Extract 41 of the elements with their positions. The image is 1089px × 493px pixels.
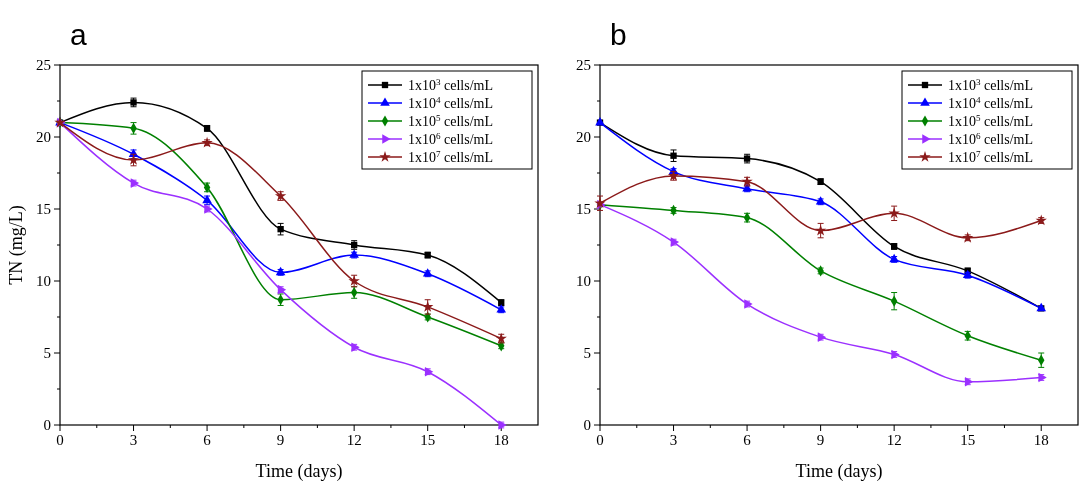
legend-label: 1x10$^{4}$ cells/mL [408, 95, 494, 111]
x-tick-label: 12 [886, 432, 902, 448]
legend-label: 1x10$^{4}$ cells/mL [948, 95, 1034, 111]
legend-label: 1x10$^{6}$ cells/mL [948, 131, 1034, 147]
x-tick-label: 3 [129, 432, 138, 448]
legend-label: 1x10$^{5}$ cells/mL [948, 113, 1034, 129]
x-tick-label: 0 [56, 432, 64, 448]
legend-label: 1x10$^{5}$ cells/mL [408, 113, 494, 129]
x-tick-label: 12 [346, 432, 362, 448]
y-tick-label: 20 [576, 129, 591, 145]
x-tick-label: 15 [960, 432, 976, 448]
y-axis-title: TN (mg/L) [6, 205, 27, 285]
x-tick-label: 9 [276, 432, 285, 448]
x-tick-label: 3 [669, 432, 678, 448]
x-tick-label: 15 [420, 432, 436, 448]
y-tick-label: 0 [583, 417, 591, 433]
y-tick-label: 25 [36, 57, 51, 73]
chart-title: a [70, 18, 87, 51]
chart-title: b [610, 18, 627, 51]
legend-label: 1x10$^{3}$ cells/mL [948, 77, 1034, 93]
x-tick-label: 18 [1033, 432, 1049, 448]
legend-label: 1x10$^{3}$ cells/mL [408, 77, 494, 93]
y-tick-label: 25 [576, 57, 591, 73]
y-tick-label: 10 [36, 273, 51, 289]
y-tick-label: 5 [43, 345, 51, 361]
legend-label: 1x10$^{6}$ cells/mL [408, 131, 494, 147]
x-tick-label: 9 [816, 432, 825, 448]
y-tick-label: 10 [576, 273, 591, 289]
x-axis-title: Time (days) [255, 461, 343, 482]
x-axis-title: Time (days) [795, 461, 883, 482]
y-tick-label: 0 [43, 417, 51, 433]
y-tick-label: 15 [576, 201, 591, 217]
legend-label: 1x10$^{7}$ cells/mL [948, 149, 1034, 165]
y-tick-label: 20 [36, 129, 51, 145]
y-tick-label: 15 [36, 201, 51, 217]
legend-label: 1x10$^{7}$ cells/mL [408, 149, 494, 165]
x-tick-label: 0 [596, 432, 604, 448]
y-tick-label: 5 [583, 345, 591, 361]
x-tick-label: 6 [743, 432, 752, 448]
x-tick-label: 18 [493, 432, 509, 448]
x-tick-label: 6 [203, 432, 212, 448]
